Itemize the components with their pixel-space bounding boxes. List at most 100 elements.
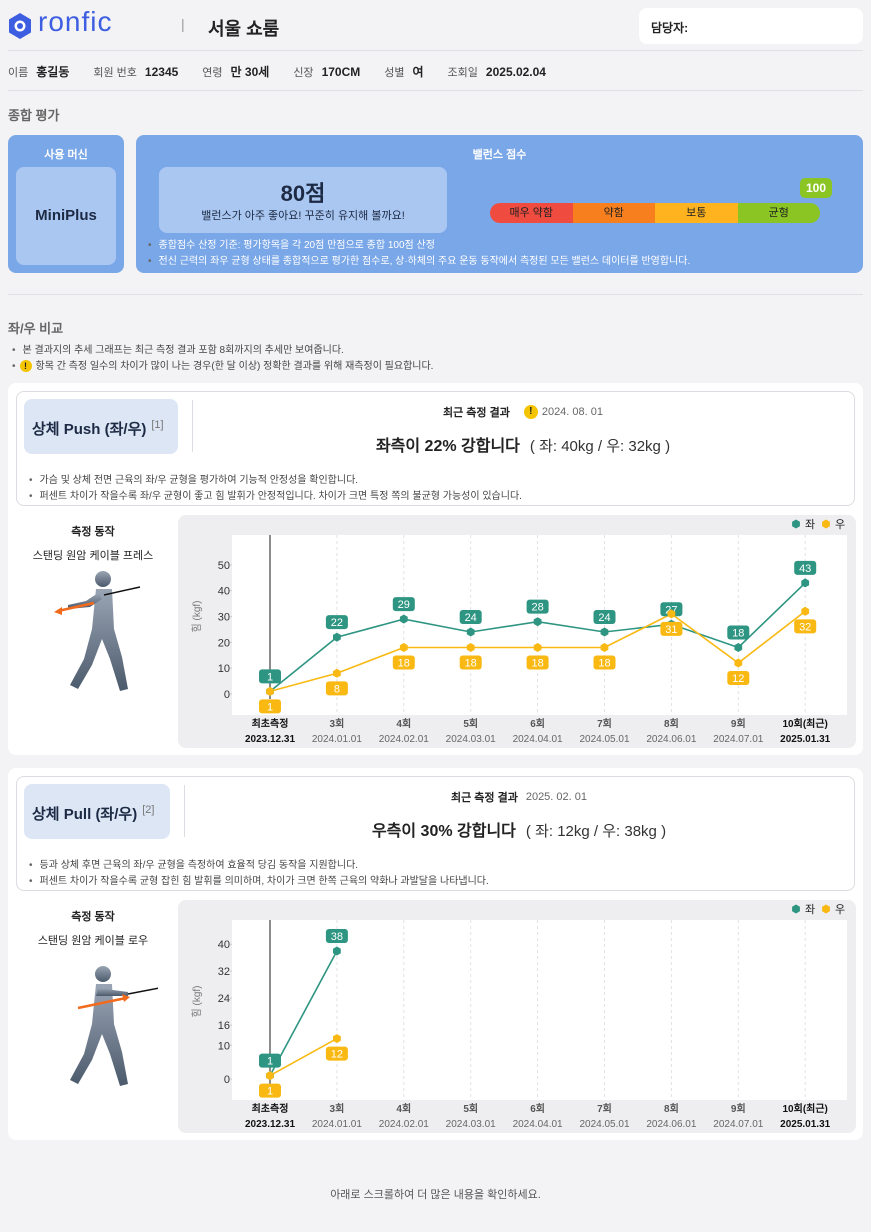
- scale-segment: 균형: [737, 203, 820, 223]
- comparison-warning: •! 항목 간 측정 일수의 차이가 많이 나는 경우(한 달 이상) 정확한 결…: [12, 360, 434, 372]
- x-tick-sublabel: 2024.04.01: [513, 1119, 563, 1130]
- legend-label: 우: [835, 903, 845, 916]
- profile-label: 성별: [384, 67, 405, 79]
- arm: [68, 593, 102, 609]
- x-tick-sublabel: 2024.02.01: [379, 734, 429, 745]
- data-label-bg: [727, 671, 750, 685]
- series-line: [269, 950, 338, 1076]
- x-tick-label: 10회(최근): [783, 717, 828, 730]
- chart-panel: 최초측정 2023.12.31 3회 2024.01.01 4회 2024.02.01 5회…: [178, 900, 856, 1133]
- arrow: [77, 996, 127, 1010]
- result: 좌측이 22% 강합니다: [375, 438, 520, 455]
- machine-box: MiniPlus: [16, 167, 116, 265]
- result: 우측이 30% 강합니다: [371, 823, 516, 840]
- data-label: 28: [531, 602, 543, 614]
- separator: |: [181, 16, 185, 32]
- score-box: 80점 밸런스가 아주 좋아요! 꾸준히 유지해 볼까요!: [159, 167, 447, 233]
- x-tick-sublabel: 2024.04.01: [513, 734, 563, 745]
- y-tick-label: 10: [218, 1040, 230, 1052]
- x-tick-sublabel: 2024.05.01: [579, 734, 629, 745]
- legend-label: 우: [835, 518, 845, 531]
- x-tick-label: 최초측정: [252, 717, 289, 730]
- data-label: 24: [598, 612, 610, 624]
- data-label: 18: [398, 658, 410, 670]
- arrow-head: [122, 994, 130, 1002]
- motion-col: 측정 동작 스탠딩 원암 케이블 로우: [8, 908, 178, 948]
- card-title-text: 상체 Pull (좌/우): [32, 806, 138, 823]
- data-label: 29: [398, 599, 410, 611]
- title-box: 상체 Push (좌/우) [1]: [24, 399, 178, 454]
- x-tick-sublabel: 2024.01.01: [312, 734, 362, 745]
- data-label-bg: [325, 615, 348, 630]
- card: 상체 Pull (좌/우) [2] 최근 측정 결과 2025. 02. 01 우측이 …: [8, 768, 863, 1140]
- y-tick-label: 40: [218, 939, 230, 951]
- card-note: 가슴 및 상체 전면 근육의 좌/우 균형을 평가하여 기능적 안정성을 확인합…: [29, 471, 359, 486]
- motion-label: 측정 동작: [71, 526, 115, 538]
- card-title: 상체 Pull (좌/우) [2]: [32, 803, 154, 824]
- card-header: 상체 Pull (좌/우) [2] 최근 측정 결과 2025. 02. 01 우측이 …: [16, 776, 855, 891]
- card-ref: [1]: [151, 419, 164, 431]
- data-point: [734, 658, 743, 668]
- legend-marker: [792, 904, 800, 914]
- y-tick-label: 40: [218, 586, 230, 598]
- data-label-bg: [459, 610, 482, 624]
- card-title: 상체 Push (좌/우) [1]: [32, 418, 164, 439]
- data-point: [801, 606, 810, 616]
- x-tick-label: 8회: [664, 1102, 679, 1115]
- data-label-bg: [526, 655, 549, 670]
- x-tick-sublabel: 2025.01.31: [780, 1119, 830, 1130]
- data-label: 18: [598, 658, 610, 670]
- score: 80점: [280, 181, 326, 206]
- x-tick-sublabel: 2024.07.01: [713, 1119, 763, 1130]
- card-note: 퍼센트 차이가 작을수록 균형 잡힌 힘 발휘를 의미하며, 차이가 크면 한쪽…: [29, 872, 489, 887]
- data-point: [466, 627, 475, 637]
- profile-value: 만 30세: [230, 65, 270, 79]
- scale-segment: 매우 약함: [490, 203, 573, 223]
- cable: [103, 586, 141, 596]
- y-tick-label: 50: [218, 560, 230, 572]
- data-point: [399, 614, 408, 624]
- logo-icon: [9, 13, 31, 39]
- scale-segment: 약함: [572, 203, 655, 223]
- machine-label: 사용 머신: [44, 149, 88, 161]
- footer: 아래로 스크롤하여 더 많은 내용을 확인하세요.: [330, 1189, 541, 1201]
- motion-figure: [54, 571, 141, 691]
- machine-panel: 사용 머신 MiniPlus: [8, 135, 124, 273]
- x-tick-label: 6회: [530, 1102, 545, 1115]
- data-label: 1: [267, 1086, 273, 1098]
- data-label-bg: [660, 602, 683, 617]
- data-point: [466, 643, 475, 652]
- result-row: 좌측이 22% 강합니다 ( 좌: 40kg / 우: 32kg ): [192, 432, 854, 456]
- x-tick-sublabel: 2024.06.01: [646, 1119, 696, 1130]
- arm: [96, 988, 128, 996]
- motion-name: 스탠딩 원암 케이블 로우: [37, 935, 149, 947]
- data-point: [333, 668, 341, 678]
- data-label: 31: [665, 624, 677, 636]
- profile-label: 회원 번호: [93, 67, 137, 79]
- data-label: 12: [732, 673, 744, 685]
- summary-note: 종합점수 산정 기준: 평가항목을 각 20점 만점으로 종합 100점 산정: [148, 236, 435, 251]
- machine-name: MiniPlus: [35, 207, 97, 224]
- data-point: [600, 627, 609, 637]
- profile-label: 신장: [293, 67, 314, 79]
- legend-label: 좌: [805, 518, 815, 531]
- profile-value: 12345: [144, 65, 179, 79]
- card-note: 퍼센트 차이가 작을수록 좌/우 균형이 좋고 힘 발휘가 안정적입니다. 차이…: [29, 487, 522, 502]
- warning-icon: !: [523, 405, 538, 419]
- recent-date: 2025. 02. 01: [525, 791, 587, 803]
- data-point: [266, 1071, 274, 1081]
- recent-row: 최근 측정 결과 2025. 02. 01: [184, 789, 854, 805]
- arrow-head: [54, 607, 62, 615]
- warning-icon: !: [19, 360, 32, 372]
- manager-box: 담당자:: [639, 8, 863, 44]
- data-label: 1: [267, 701, 273, 713]
- data-label: 43: [799, 563, 811, 575]
- head: [95, 966, 111, 982]
- scale-segment: 보통: [655, 203, 738, 223]
- legend-marker: [822, 519, 830, 529]
- head: [95, 571, 111, 587]
- data-label-bg: [794, 619, 817, 634]
- result-row: 우측이 30% 강합니다 ( 좌: 12kg / 우: 38kg ): [184, 817, 854, 841]
- legend-label: 좌: [805, 903, 815, 916]
